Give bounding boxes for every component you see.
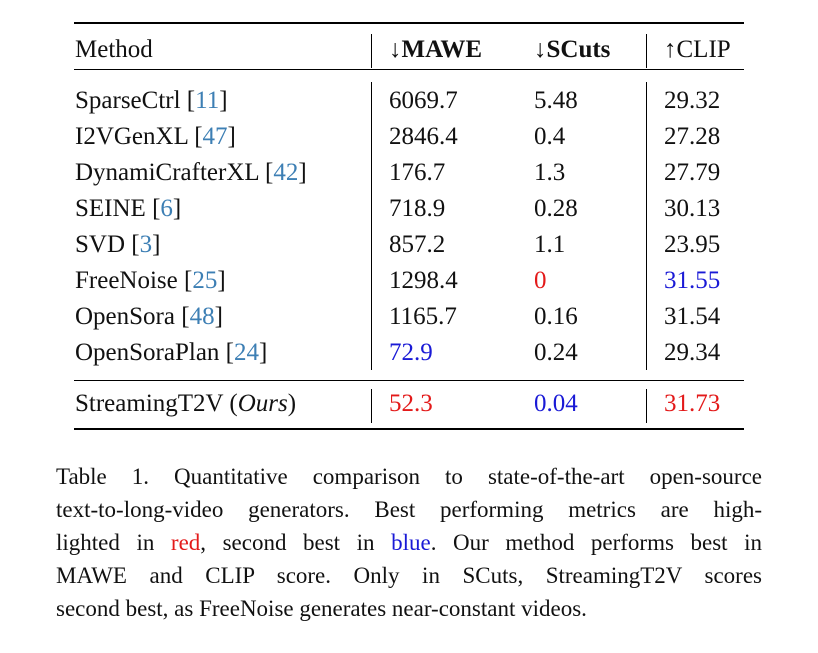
mawe-value: 6069.7 — [389, 87, 458, 114]
header-mawe: ↓MAWE — [389, 36, 483, 63]
caption-line: text-to-long-video generators. Best perf… — [56, 497, 762, 522]
method-name: OpenSora [48] — [75, 303, 223, 330]
caption-line: lighted in red, second best in blue. Our… — [56, 530, 762, 555]
method-name: SEINE [6] — [75, 195, 182, 222]
scuts-value: 0 — [534, 267, 547, 294]
ours-divider-right — [646, 389, 647, 423]
mawe-ours: 52.3 — [389, 390, 433, 417]
clip-value: 27.28 — [664, 123, 721, 150]
table-header-rule — [74, 69, 744, 70]
body-divider-left — [371, 82, 372, 370]
header-scuts: ↓SCuts — [534, 36, 611, 63]
clip-value: 27.79 — [664, 159, 721, 186]
clip-value: 29.34 — [664, 339, 721, 366]
header-clip: ↑CLIP — [664, 36, 731, 63]
method-name-ours: StreamingT2V (Ours) — [75, 390, 297, 417]
clip-value: 30.13 — [664, 195, 721, 222]
method-name: SparseCtrl [11] — [75, 87, 228, 114]
method-name: OpenSoraPlan [24] — [75, 339, 268, 366]
mawe-value: 1165.7 — [389, 303, 457, 330]
method-name: SVD [3] — [75, 231, 161, 258]
body-divider-right — [646, 82, 647, 370]
caption-line: MAWE and CLIP score. Only in SCuts, Stre… — [56, 563, 762, 588]
table-caption: Table 1. Quantitative comparison to stat… — [56, 460, 762, 625]
mawe-value: 857.2 — [389, 231, 446, 258]
mawe-value: 718.9 — [389, 195, 446, 222]
scuts-ours: 0.04 — [534, 390, 578, 417]
clip-ours: 31.73 — [664, 390, 721, 417]
mawe-value: 72.9 — [389, 339, 433, 366]
scuts-value: 1.3 — [534, 159, 566, 186]
clip-value: 31.54 — [664, 303, 721, 330]
table-ours-separator — [74, 380, 744, 381]
scuts-value: 1.1 — [534, 231, 566, 258]
caption-line: Table 1. Quantitative comparison to stat… — [56, 464, 762, 489]
scuts-value: 0.4 — [534, 123, 566, 150]
header-divider-right — [646, 34, 647, 68]
caption-line: second best, as FreeNoise generates near… — [56, 596, 587, 621]
table-top-rule — [74, 22, 744, 24]
clip-value: 31.55 — [664, 267, 721, 294]
clip-value: 23.95 — [664, 231, 721, 258]
scuts-value: 0.28 — [534, 195, 578, 222]
clip-value: 29.32 — [664, 87, 721, 114]
scuts-value: 5.48 — [534, 87, 578, 114]
mawe-value: 1298.4 — [389, 267, 458, 294]
method-name: FreeNoise [25] — [75, 267, 226, 294]
ours-divider-left — [371, 389, 372, 423]
caption-red-word: red — [170, 530, 201, 555]
caption-blue-word: blue — [391, 530, 431, 555]
mawe-value: 176.7 — [389, 159, 446, 186]
header-divider-left — [371, 34, 372, 68]
scuts-value: 0.24 — [534, 339, 578, 366]
method-name: I2VGenXL [47] — [75, 123, 236, 150]
header-method: Method — [75, 36, 153, 63]
mawe-value: 2846.4 — [389, 123, 458, 150]
scuts-value: 0.16 — [534, 303, 578, 330]
table-bottom-rule — [74, 428, 744, 430]
method-name: DynamiCrafterXL [42] — [75, 159, 307, 186]
